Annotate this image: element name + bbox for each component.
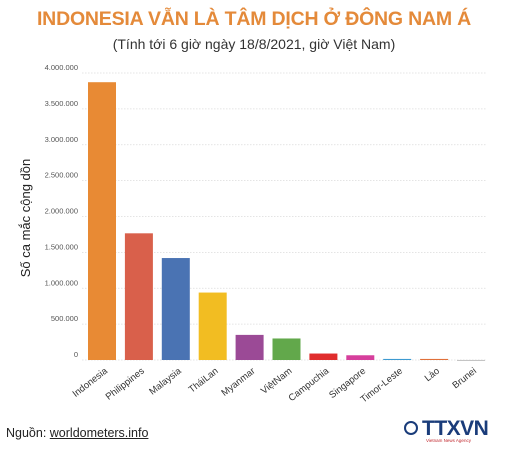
x-tick-label: Myanmar xyxy=(219,366,257,399)
bar-timor-leste xyxy=(383,358,412,360)
x-tick-label: Philippines xyxy=(104,366,147,403)
bar-brunei xyxy=(457,359,485,361)
bars xyxy=(88,82,485,361)
source-label: Nguồn: xyxy=(6,426,50,440)
y-tick-label: 2.500.000 xyxy=(45,171,78,180)
bar-campuchia xyxy=(309,353,338,360)
chart-title: INDONESIA VẪN LÀ TÂM DỊCH Ở ĐÔNG NAM Á xyxy=(36,8,472,30)
y-tick-label: 0 xyxy=(74,350,78,359)
bar-singapore xyxy=(346,355,375,360)
bar-malaysia xyxy=(161,258,190,360)
source-note: Nguồn: worldometers.info xyxy=(6,426,148,440)
y-tick-label: 3.500.000 xyxy=(45,99,78,108)
bar-myanmar xyxy=(235,334,264,360)
bar-vi-tnam xyxy=(272,338,301,360)
bar-indonesia xyxy=(88,82,116,361)
y-tick-labels: 0 500.000 1.000.000 1.500.000 2.000.000 2.500… xyxy=(45,63,78,359)
x-tick-label: Brunei xyxy=(450,366,478,392)
bar-th-ilan xyxy=(198,292,227,360)
y-tick-label: 3.000.000 xyxy=(45,135,78,144)
y-tick-label: 500.000 xyxy=(51,314,78,323)
y-axis-label: Số ca mắc cộng dồn xyxy=(18,159,33,278)
x-tick-label: ViệtNam xyxy=(259,366,294,397)
y-tick-label: 2.000.000 xyxy=(45,207,78,216)
y-tick-label: 4.000.000 xyxy=(45,63,78,72)
ttxvn-logo: TTXVN Vietnam News Agency xyxy=(402,416,502,444)
bar-chart: 0 500.000 1.000.000 1.500.000 2.000.000 2.500… xyxy=(18,63,487,405)
bar-philippines xyxy=(124,233,153,360)
bar-l-o xyxy=(420,358,449,360)
ttxvn-logo-icon xyxy=(404,421,418,435)
x-tick-label: TháiLan xyxy=(187,366,221,396)
y-tick-label: 1.500.000 xyxy=(45,242,78,251)
logo-text: TTXVN xyxy=(422,417,489,440)
logo-subtext: Vietnam News Agency xyxy=(426,438,471,443)
x-tick-label: Lào xyxy=(423,366,442,384)
chart-subtitle: (Tính tới 6 giờ ngày 18/8/2021, giờ Việt… xyxy=(112,36,396,52)
source-link[interactable]: worldometers.info xyxy=(49,426,149,440)
x-tick-label: Campuchia xyxy=(287,365,332,404)
y-tick-label: 1.000.000 xyxy=(45,278,78,287)
x-tick-label: Malaysia xyxy=(147,365,184,397)
